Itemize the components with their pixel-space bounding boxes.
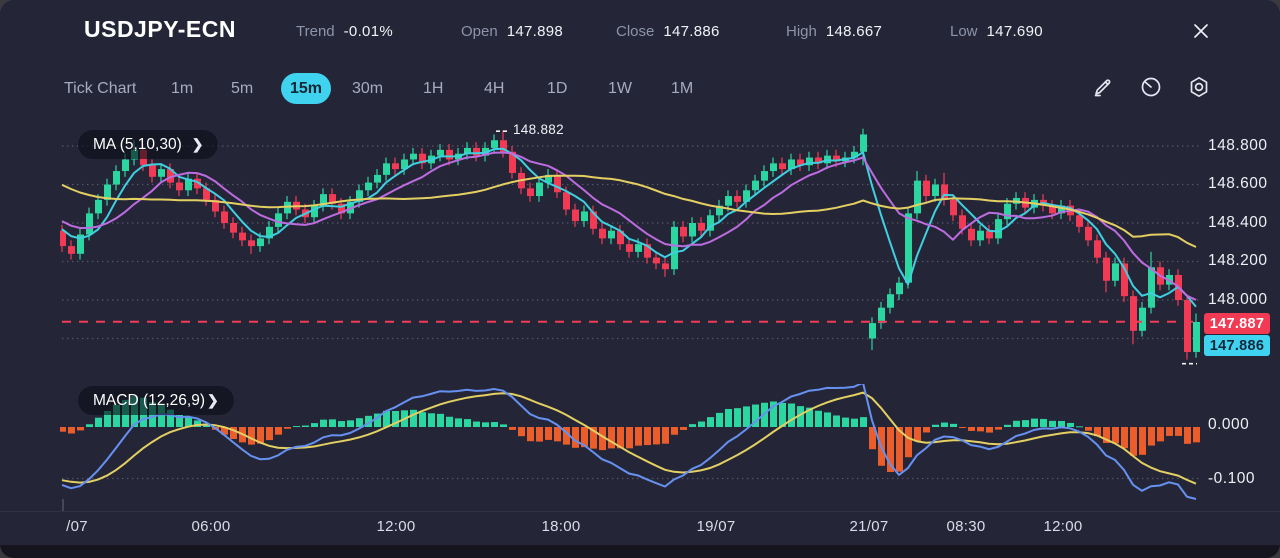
stat-low: Low 147.690 xyxy=(950,23,1043,40)
draw-icon[interactable] xyxy=(1090,74,1116,100)
time-axis-label: 19/07 xyxy=(696,518,736,535)
macd-axis-label: -0.100 xyxy=(1208,470,1255,487)
time-axis-label: 12:00 xyxy=(376,518,416,535)
time-axis-label: 12:00 xyxy=(1043,518,1083,535)
tab-1h[interactable]: 1H xyxy=(423,80,444,97)
high-price-annotation: 148.882 xyxy=(513,122,564,137)
dashed-line-price-badge: 147.887 xyxy=(1204,313,1270,334)
tab-15m-selected[interactable]: 15m xyxy=(281,73,331,104)
timer-icon[interactable] xyxy=(1138,74,1164,100)
stat-trend-value: -0.01% xyxy=(343,23,393,40)
price-axis-label: 148.600 xyxy=(1208,175,1268,192)
stat-high-label: High xyxy=(786,23,817,40)
tab-tick-chart[interactable]: Tick Chart xyxy=(64,80,137,97)
stat-open-value: 147.898 xyxy=(506,23,564,40)
price-axis-label: 148.800 xyxy=(1208,137,1268,154)
stat-open: Open 147.898 xyxy=(461,23,563,40)
time-axis-label: /07 xyxy=(66,518,88,535)
macd-axis-label: 0.000 xyxy=(1208,416,1250,433)
tab-4h[interactable]: 4H xyxy=(484,80,505,97)
bottom-bar xyxy=(0,545,1280,558)
tab-30m[interactable]: 30m xyxy=(352,80,384,97)
price-axis-label: 148.200 xyxy=(1208,252,1268,269)
stat-low-label: Low xyxy=(950,23,978,40)
macd-indicator-badge[interactable]: MACD (12,26,9) ❯ xyxy=(78,386,234,415)
price-axis-label: 148.000 xyxy=(1208,291,1268,308)
time-axis-label: 06:00 xyxy=(191,518,231,535)
stat-open-label: Open xyxy=(461,23,498,40)
time-axis-label: 08:30 xyxy=(946,518,986,535)
close-icon[interactable] xyxy=(1188,18,1214,44)
settings-icon[interactable] xyxy=(1186,74,1212,100)
ma-indicator-badge[interactable]: MA (5,10,30) ❯ xyxy=(78,130,219,159)
stat-trend: Trend -0.01% xyxy=(296,23,393,40)
current-price-badge: 147.886 xyxy=(1204,335,1270,356)
stat-close: Close 147.886 xyxy=(616,23,720,40)
stat-close-value: 147.886 xyxy=(663,23,720,40)
tab-1w[interactable]: 1W xyxy=(608,80,632,97)
ma-indicator-label: MA (5,10,30) xyxy=(93,135,182,153)
time-axis-label: 21/07 xyxy=(849,518,889,535)
chevron-right-icon: ❯ xyxy=(191,136,204,152)
stat-high-value: 148.667 xyxy=(825,23,883,40)
macd-indicator-label: MACD (12,26,9) xyxy=(93,391,205,409)
price-axis-label: 148.400 xyxy=(1208,214,1268,231)
stat-close-label: Close xyxy=(616,23,655,40)
tab-1m[interactable]: 1m xyxy=(171,80,194,97)
time-axis-label: 18:00 xyxy=(541,518,581,535)
tab-1m-month[interactable]: 1M xyxy=(671,80,694,97)
time-axis-separator xyxy=(0,511,1280,512)
stat-high: High 148.667 xyxy=(786,23,882,40)
stat-low-value: 147.690 xyxy=(986,23,1043,40)
stat-trend-label: Trend xyxy=(296,23,335,40)
symbol-title: USDJPY-ECN xyxy=(84,16,236,42)
tab-5m[interactable]: 5m xyxy=(231,80,254,97)
chevron-right-icon: ❯ xyxy=(206,392,219,408)
tab-1d[interactable]: 1D xyxy=(547,80,568,97)
